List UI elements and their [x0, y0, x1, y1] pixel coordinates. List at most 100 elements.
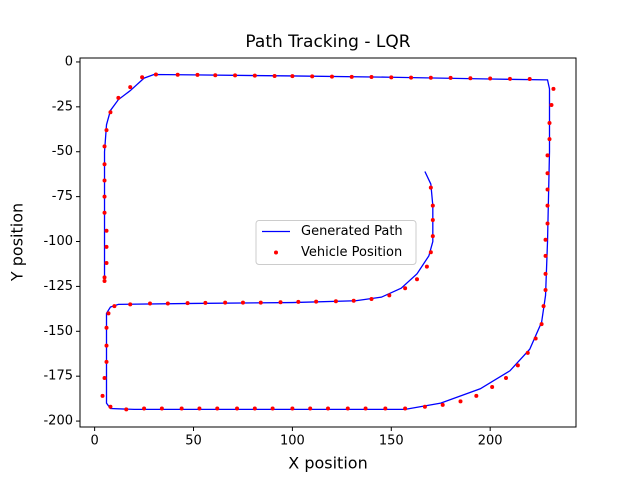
vehicle-point	[104, 228, 109, 233]
chart-title: Path Tracking - LQR	[245, 32, 410, 52]
vehicle-point	[128, 302, 133, 307]
vehicle-point	[102, 275, 107, 280]
vehicle-point	[409, 75, 414, 80]
vehicle-point	[104, 325, 109, 330]
vehicle-point	[175, 72, 180, 77]
vehicle-point	[547, 137, 552, 142]
vehicle-point	[142, 406, 147, 411]
vehicle-point	[165, 301, 170, 306]
vehicle-point	[270, 406, 275, 411]
vehicle-point	[387, 293, 392, 298]
vehicle-point	[369, 296, 374, 301]
vehicle-point	[278, 300, 283, 305]
vehicle-point	[252, 406, 257, 411]
vehicle-point	[326, 406, 330, 411]
vehicle-point	[543, 253, 548, 258]
vehicle-point	[102, 279, 107, 284]
y-tick-label: -50	[52, 144, 73, 159]
y-tick-label: 0	[65, 54, 73, 69]
vehicle-point	[104, 128, 109, 133]
vehicle-point	[383, 406, 388, 411]
vehicle-point	[102, 210, 107, 215]
y-axis-label: Y position	[8, 203, 27, 282]
vehicle-point	[252, 73, 257, 78]
vehicle-point	[440, 402, 445, 407]
vehicle-point	[448, 75, 453, 80]
vehicle-point	[290, 74, 295, 79]
vehicle-point	[104, 359, 109, 364]
vehicle-point	[351, 298, 356, 303]
vehicle-point	[533, 336, 538, 341]
vehicle-point	[124, 407, 129, 412]
vehicle-point	[104, 343, 109, 348]
vehicle-point	[507, 76, 512, 81]
plot-frame	[79, 57, 577, 428]
vehicle-point	[503, 375, 508, 380]
vehicle-point	[369, 75, 374, 80]
vehicle-point	[549, 103, 554, 108]
vehicle-point	[203, 300, 208, 305]
vehicle-point	[140, 75, 145, 80]
vehicle-point	[428, 185, 433, 190]
vehicle-point	[112, 304, 117, 309]
vehicle-point	[290, 406, 295, 411]
vehicle-point	[308, 406, 313, 411]
vehicle-point	[215, 406, 220, 411]
vehicle-point	[430, 217, 435, 222]
vehicle-point	[116, 95, 121, 100]
x-tick-label: 150	[379, 434, 404, 449]
vehicle-point	[403, 286, 408, 291]
y-tick-label: -125	[43, 279, 73, 294]
vehicle-point	[389, 75, 394, 80]
vehicle-point	[468, 76, 473, 81]
x-tick-label: 100	[280, 434, 305, 449]
vehicle-point	[527, 77, 532, 82]
vehicle-point	[108, 404, 113, 409]
vehicle-point	[414, 277, 419, 282]
vehicle-point	[185, 301, 190, 306]
legend-marker	[274, 250, 278, 255]
vehicle-point	[197, 406, 202, 411]
vehicle-point	[345, 406, 350, 411]
vehicle-point	[430, 203, 435, 208]
legend-label: Generated Path	[301, 224, 403, 239]
vehicle-point	[428, 75, 433, 80]
vehicle-point	[179, 406, 184, 411]
vehicle-point	[539, 322, 544, 327]
vehicle-point	[104, 244, 109, 249]
vehicle-point	[128, 85, 133, 90]
path-line	[103, 73, 551, 411]
vehicle-point	[547, 121, 552, 126]
vehicle-point	[490, 384, 495, 389]
vehicle-point	[272, 73, 277, 78]
x-tick-label: 200	[478, 434, 503, 449]
vehicle-point	[545, 187, 550, 192]
legend-label: Vehicle Position	[301, 245, 402, 260]
vehicle-point	[106, 311, 111, 316]
vehicle-point	[545, 221, 550, 226]
y-tick-label: -175	[43, 369, 73, 384]
vehicle-point	[240, 300, 245, 305]
vehicle-point	[488, 76, 493, 81]
legend: Generated Path Vehicle Position	[255, 220, 417, 265]
vehicle-point	[314, 299, 319, 304]
legend-box	[255, 220, 417, 265]
x-tick-label: 0	[90, 434, 98, 449]
vehicle-point	[424, 264, 429, 269]
vehicle-point	[195, 72, 200, 77]
vehicle-point	[102, 178, 107, 183]
vehicle-point	[223, 300, 228, 305]
vehicle-point	[525, 350, 530, 355]
vehicle-point	[333, 299, 338, 304]
y-tick-label: -150	[43, 324, 73, 339]
vehicle-point	[545, 203, 550, 208]
vehicle-point	[213, 73, 218, 78]
y-tick-label: -200	[43, 414, 73, 429]
vehicle-point	[543, 287, 548, 292]
vehicle-point	[148, 301, 153, 306]
vehicle-point	[329, 74, 334, 79]
vehicle-point	[233, 73, 238, 78]
vehicle-point	[108, 110, 113, 115]
